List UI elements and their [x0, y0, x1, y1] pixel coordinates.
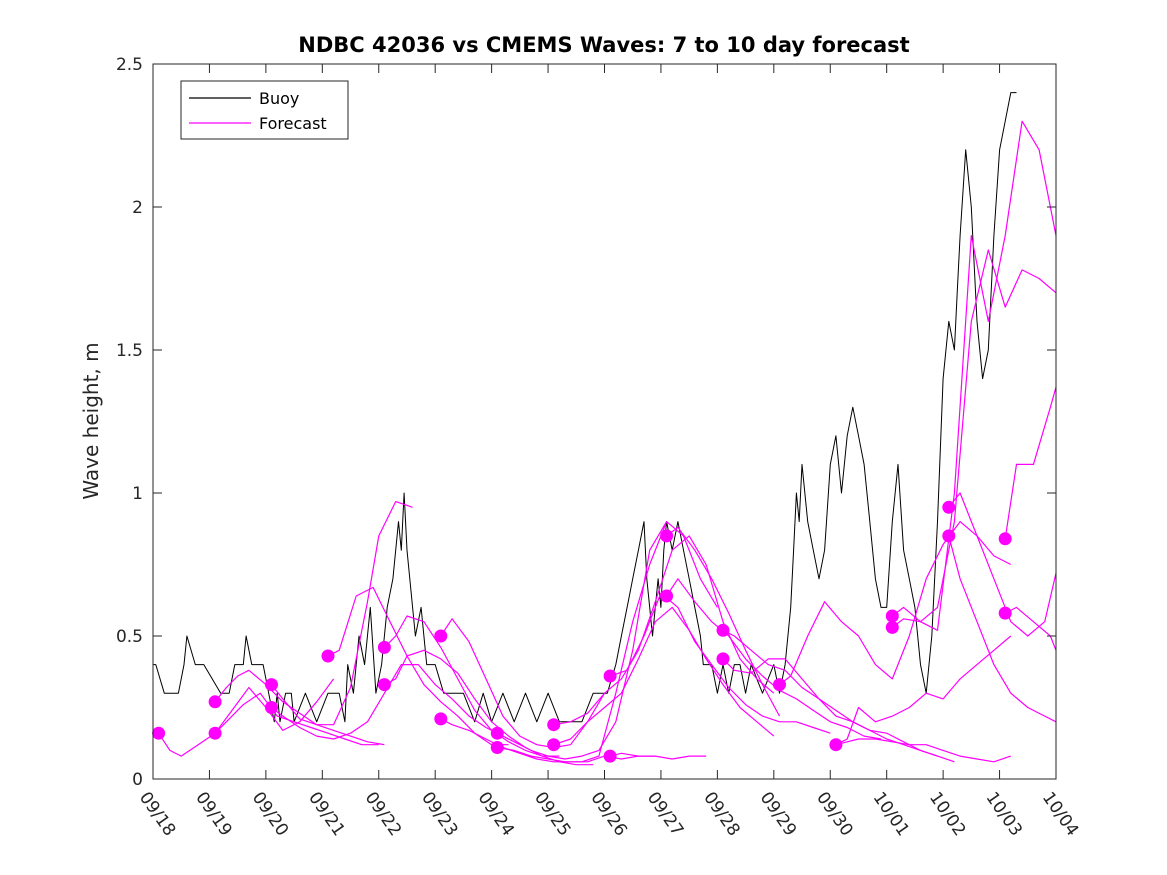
- chart-title: NDBC 42036 vs CMEMS Waves: 7 to 10 day f…: [298, 33, 909, 57]
- forecast-start-marker-10: [490, 726, 504, 740]
- forecast-series-line-15: [609, 592, 831, 734]
- forecast-series-line-29: [1004, 606, 1057, 651]
- forecast-start-marker-24: [942, 500, 956, 514]
- forecast-start-marker-8: [434, 629, 448, 643]
- forecast-start-marker-21: [829, 738, 843, 752]
- forecast-start-marker-14: [603, 669, 617, 683]
- forecast-series-line-22: [835, 635, 1012, 746]
- forecast-start-marker-3: [265, 678, 278, 692]
- forecast-series-line-4: [271, 664, 504, 740]
- forecast-start-marker-12: [547, 718, 561, 732]
- forecast-series-line-9: [440, 618, 606, 749]
- forecast-series-line-27: [948, 535, 1057, 723]
- forecast-series-line-23: [835, 738, 1011, 763]
- forecast-series-line-12: [497, 521, 718, 763]
- forecast-series-line-18: [666, 578, 882, 740]
- forecast-start-marker-13: [547, 738, 561, 752]
- legend-box: [180, 80, 349, 140]
- forecast-start-marker-25: [942, 529, 956, 543]
- marker-layer: [152, 500, 1012, 763]
- series-layer: [153, 92, 1057, 766]
- forecast-series-line-7: [383, 615, 560, 757]
- forecast-series-line-24: [891, 120, 1057, 631]
- y-tick-label-0: 0: [132, 770, 143, 790]
- forecast-start-marker-20: [773, 678, 786, 692]
- forecast-series-line-13: [553, 535, 775, 726]
- forecast-start-marker-6: [377, 640, 391, 654]
- y-tick-label-2: 1: [132, 484, 143, 504]
- forecast-start-marker-15: [603, 749, 617, 763]
- forecast-start-marker-18: [716, 623, 730, 637]
- forecast-series-line-21: [779, 521, 1012, 686]
- forecast-series-line-10: [440, 718, 656, 763]
- buoy-series-line: [153, 92, 1017, 723]
- forecast-series-line-11: [497, 521, 668, 760]
- legend-buoy-label: Buoy: [259, 89, 299, 108]
- forecast-series-line-3: [214, 669, 385, 746]
- forecast-series-line-25: [891, 249, 1057, 628]
- forecast-series-line-2: [214, 692, 379, 746]
- forecast-start-marker-19: [716, 652, 730, 666]
- forecast-series-line-14: [553, 606, 775, 746]
- forecast-series-line-26: [948, 492, 1057, 637]
- forecast-start-marker-27: [998, 606, 1012, 620]
- forecast-start-marker-5: [321, 649, 335, 663]
- y-tick-label-5: 2.5: [116, 55, 143, 75]
- forecast-start-marker-7: [377, 678, 391, 692]
- forecast-start-marker-22: [885, 609, 899, 623]
- forecast-start-marker-23: [885, 620, 899, 634]
- forecast-start-marker-26: [998, 532, 1012, 546]
- forecast-start-marker-1: [208, 695, 222, 709]
- forecast-series-line-1: [158, 678, 335, 757]
- y-tick-label-1: 0.5: [116, 627, 143, 647]
- forecast-series-line-5: [271, 501, 413, 726]
- forecast-series-line-28: [1004, 387, 1057, 539]
- y-tick-label-3: 1.5: [116, 341, 143, 361]
- forecast-series-line-17: [666, 526, 781, 717]
- forecast-start-marker-11: [490, 741, 504, 754]
- forecast-start-marker-0: [152, 726, 166, 740]
- y-tick-label-4: 2: [132, 198, 143, 218]
- y-axis-label: Wave height, m: [79, 342, 103, 499]
- forecast-start-marker-16: [660, 529, 674, 543]
- legend: Buoy Forecast: [180, 80, 349, 140]
- forecast-start-marker-17: [660, 589, 674, 603]
- forecast-series-line-16: [609, 752, 707, 760]
- forecast-start-marker-2: [208, 726, 222, 740]
- forecast-series-line-20: [722, 658, 938, 757]
- forecast-start-marker-4: [265, 701, 278, 714]
- legend-forecast-label: Forecast: [259, 114, 327, 133]
- forecast-start-marker-9: [434, 712, 448, 726]
- forecast-series-line-19: [722, 629, 955, 763]
- plot-area: [153, 64, 1056, 779]
